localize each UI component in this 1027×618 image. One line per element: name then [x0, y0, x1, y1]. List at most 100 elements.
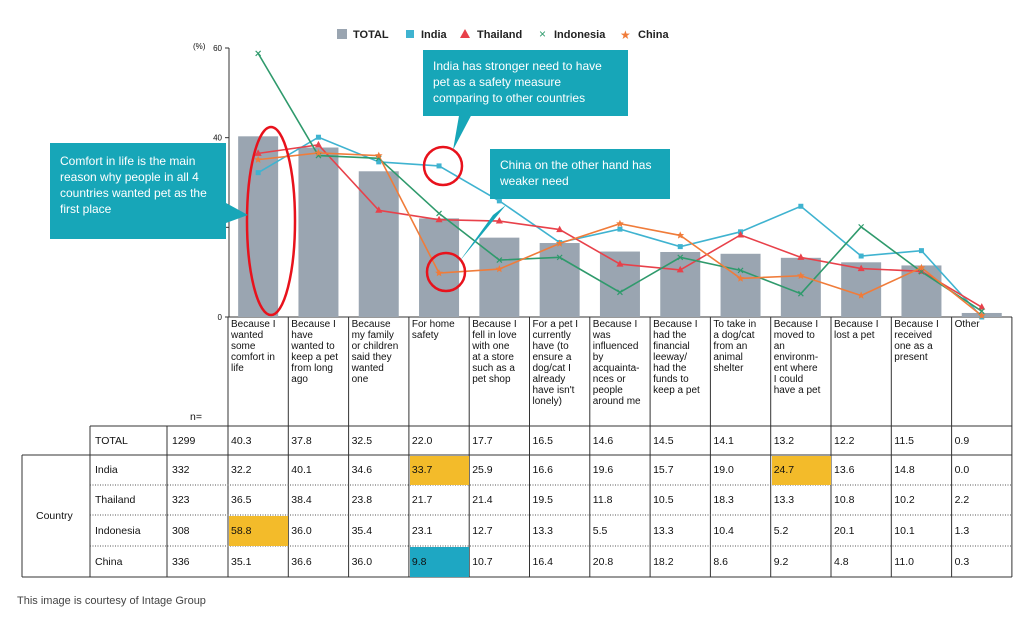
marker-china-7	[676, 231, 685, 239]
bar-total-1	[298, 147, 339, 317]
y-unit-label: (%)	[193, 42, 206, 51]
marker-china-3	[435, 269, 443, 277]
cell-0-6: 14.6	[592, 434, 614, 447]
legend-thailand-swatch	[460, 29, 470, 38]
marker-china-0	[254, 155, 262, 163]
cell-2-6: 11.8	[592, 494, 613, 506]
bar-total-2	[358, 171, 399, 317]
cell-0-2: 32.5	[351, 434, 373, 447]
cell-2-1: 38.4	[291, 494, 312, 506]
cell-3-11: 10.1	[894, 524, 915, 537]
cell-0-3: 22.0	[411, 434, 433, 447]
marker-indonesia-3	[436, 210, 442, 217]
cell-2-8: 18.3	[713, 494, 734, 506]
cell-1-0: 32.2	[231, 464, 252, 476]
table-grid	[21, 317, 1013, 578]
legend-china-label: China	[638, 29, 669, 41]
y-tick-label-60: 60	[213, 44, 222, 53]
marker-china-4	[495, 265, 504, 273]
marker-china-10	[857, 291, 865, 299]
category-label-8: To take in a dog/cat from an animal shelter	[713, 319, 757, 374]
legend-thailand-label: Thailand	[477, 29, 522, 41]
cell-3-7: 13.3	[653, 524, 674, 537]
marker-thailand-1	[314, 140, 322, 148]
marker-china-12	[977, 311, 986, 319]
cell-2-5: 19.5	[532, 494, 553, 506]
marker-indonesia-10	[858, 223, 865, 230]
cell-3-8: 10.4	[713, 524, 734, 537]
marker-indonesia-0	[255, 50, 262, 57]
cell-4-1: 36.6	[291, 555, 312, 568]
cell-1-5: 16.6	[532, 464, 553, 476]
cell-3-3: 23.1	[411, 524, 433, 537]
row-n-1: 332	[172, 464, 190, 476]
callout-pointer-china	[459, 205, 506, 262]
cell-4-11: 11.0	[894, 555, 914, 568]
marker-india-10	[858, 253, 864, 259]
cell-3-1: 36.0	[291, 524, 312, 537]
row-n-4: 336	[172, 555, 190, 568]
marker-china-6	[616, 219, 624, 227]
marker-thailand-10	[857, 264, 865, 272]
marker-thailand-7	[676, 265, 684, 273]
marker-china-2	[374, 151, 383, 159]
cell-0-1: 37.8	[291, 434, 312, 447]
category-label-3: For home safety	[411, 319, 455, 341]
cell-1-11: 14.8	[894, 464, 915, 476]
bar-total-5	[539, 243, 580, 317]
cell-1-8: 19.0	[713, 464, 734, 476]
marker-indonesia-5	[556, 254, 563, 261]
cell-1-7: 15.7	[653, 464, 674, 476]
callout-comfort: Comfort in life is the main reason why p…	[50, 143, 226, 239]
bar-total-0	[238, 136, 279, 317]
cell-0-4: 17.7	[472, 434, 493, 447]
cell-4-4: 10.7	[472, 555, 493, 568]
marker-india-11	[918, 248, 924, 254]
cell-0-12: 0.9	[954, 434, 970, 447]
country-group-label: Country	[36, 510, 73, 522]
cell-2-3: 21.7	[411, 494, 433, 506]
cell-0-10: 12.2	[834, 434, 855, 447]
marker-india-7	[677, 244, 683, 250]
cell-4-9: 9.2	[773, 555, 789, 568]
legend-china-swatch: ★	[620, 28, 631, 42]
row-name-4: China	[95, 555, 123, 568]
row-n-3: 308	[172, 524, 190, 537]
callout-china: China on the other hand has weaker need	[490, 149, 670, 199]
callout-pointer-comfort	[226, 203, 248, 223]
cell-4-5: 16.4	[532, 555, 553, 568]
category-label-2: Because my family or children said they want…	[351, 319, 399, 385]
highlight-ellipse-comfort	[245, 125, 297, 317]
row-name-2: Thailand	[95, 494, 136, 506]
legend: TOTAL India Thailand × Indonesia ★ China	[337, 27, 669, 42]
cell-0-0: 40.3	[231, 434, 252, 447]
highlight-circle-india-safety	[422, 145, 464, 187]
cell-2-12: 2.2	[954, 494, 970, 506]
marker-india-6	[617, 226, 623, 232]
marker-china-8	[736, 274, 745, 282]
cell-3-6: 5.5	[592, 524, 608, 537]
cell-3-5: 13.3	[532, 524, 553, 537]
cell-4-0: 35.1	[231, 555, 252, 568]
marker-china-9	[797, 271, 805, 279]
legend-total-label: TOTAL	[353, 29, 389, 41]
cell-2-2: 23.8	[351, 494, 373, 506]
highlight-cell-3	[409, 547, 470, 577]
cell-2-0: 36.5	[231, 494, 252, 506]
cell-3-12: 1.3	[954, 524, 970, 537]
cell-0-11: 11.5	[894, 434, 914, 447]
marker-thailand-11	[917, 267, 925, 274]
cell-2-9: 13.3	[773, 494, 795, 506]
cell-0-7: 14.5	[653, 434, 674, 447]
cell-4-8: 8.6	[713, 555, 728, 568]
marker-china-11	[917, 263, 926, 271]
cell-0-8: 14.1	[713, 434, 734, 447]
cell-1-3: 33.7	[411, 464, 433, 476]
